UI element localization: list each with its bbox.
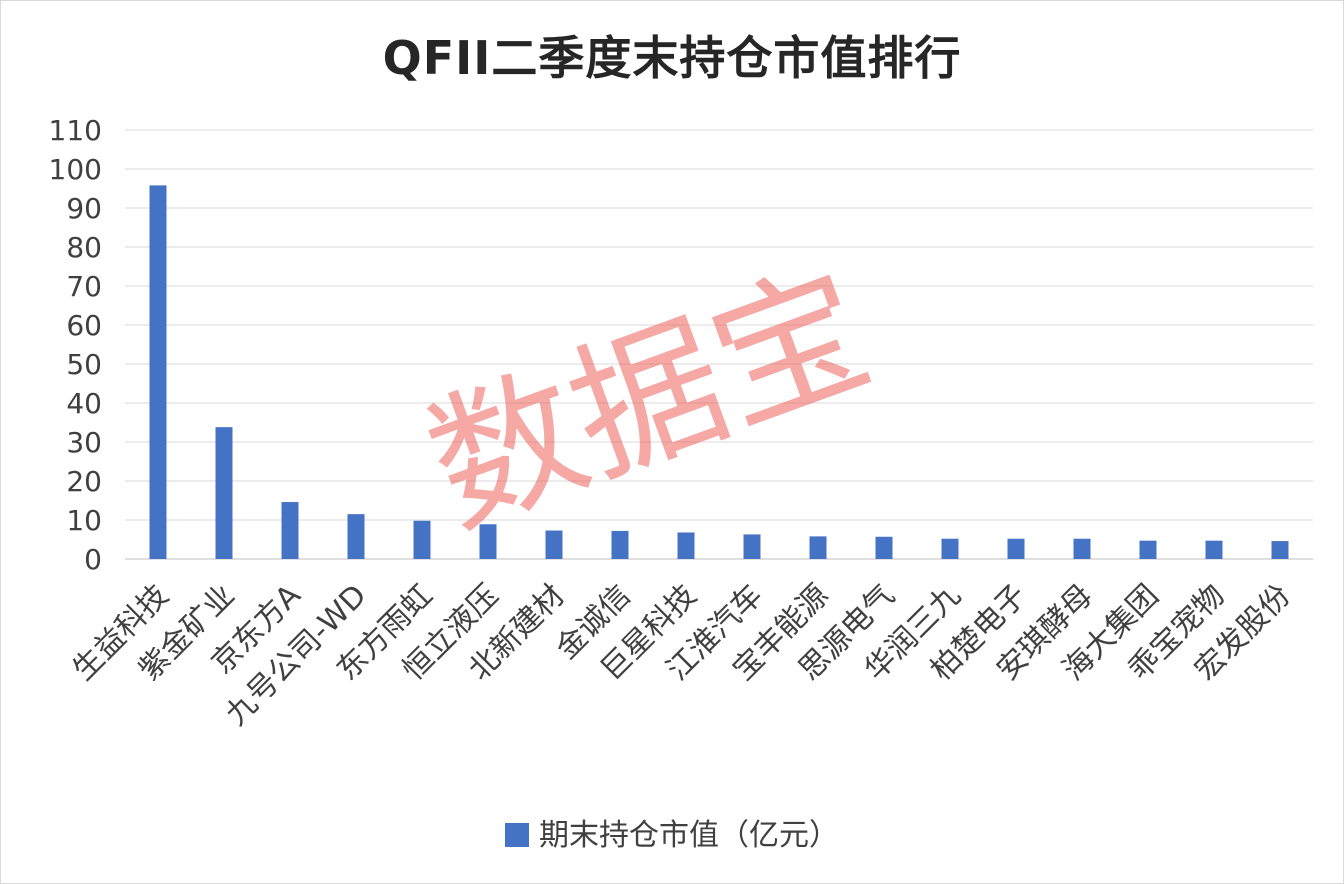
y-axis-ticks: 0 10 20 30 40 50 60 70 80 90 100 110	[49, 114, 102, 576]
y-tick-label: 40	[66, 387, 102, 420]
bar	[1271, 541, 1289, 559]
bar	[611, 530, 629, 559]
y-tick-label: 20	[66, 465, 102, 498]
gridlines	[125, 129, 1313, 560]
legend-label: 期末持仓市值（亿元）	[539, 818, 839, 853]
y-tick-label: 30	[66, 426, 102, 459]
bar	[215, 427, 233, 559]
bar	[1007, 538, 1025, 559]
bars	[149, 185, 1289, 559]
bar	[347, 514, 365, 559]
bar	[875, 536, 893, 559]
y-tick-label: 50	[66, 348, 102, 381]
bar	[479, 524, 497, 559]
bar	[941, 538, 959, 559]
y-tick-label: 70	[66, 270, 102, 303]
y-tick-label: 110	[49, 114, 102, 147]
x-axis-labels: 生益科技紫金矿业京东方A九号公司-WD东方雨虹恒立液压北新建材金诚信巨星科技江淮…	[66, 578, 1298, 733]
y-tick-label: 0	[84, 543, 102, 576]
bar	[743, 534, 761, 559]
chart-title: QFII二季度末持仓市值排行	[382, 31, 962, 85]
y-tick-label: 90	[66, 192, 102, 225]
bar	[413, 520, 431, 559]
bar	[149, 185, 167, 559]
bar	[1205, 540, 1223, 559]
bar	[281, 502, 299, 559]
y-tick-label: 60	[66, 309, 102, 342]
y-tick-label: 80	[66, 231, 102, 264]
y-tick-label: 10	[66, 504, 102, 537]
legend: 期末持仓市值（亿元）	[0, 810, 1344, 854]
bar	[1073, 538, 1091, 559]
bar	[545, 530, 563, 559]
bar	[809, 536, 827, 559]
legend-swatch	[505, 823, 529, 847]
watermark-text: 数据宝	[408, 241, 890, 558]
bar	[677, 532, 695, 559]
bar	[1139, 540, 1157, 559]
y-tick-label: 100	[49, 153, 102, 186]
